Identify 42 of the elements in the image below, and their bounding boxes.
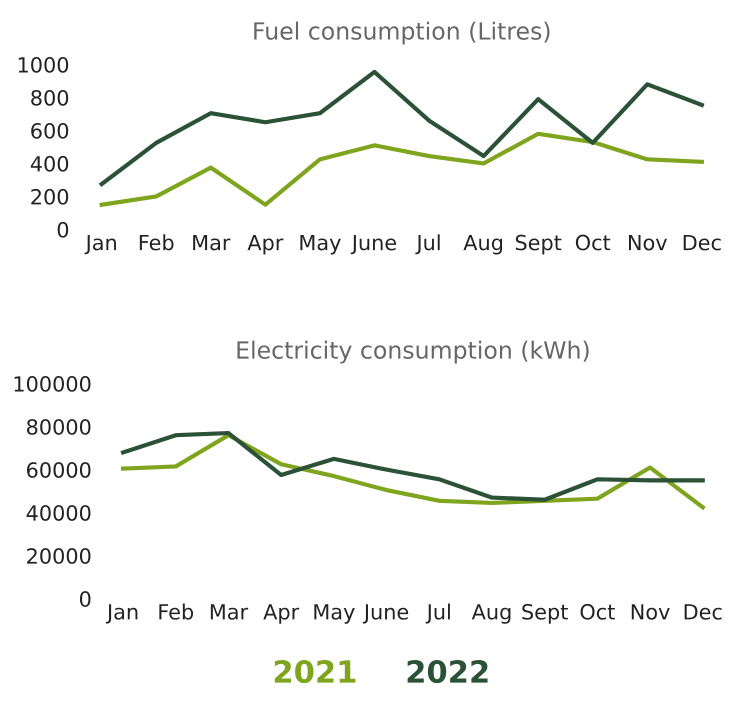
line-series (100, 132, 704, 207)
y-tick-label: 200 (31, 188, 68, 205)
x-tick-label: Feb (159, 604, 194, 620)
y-tick-label: 1000 (18, 56, 68, 73)
y-tick-label: 60000 (27, 462, 90, 478)
x-tick-label: Dec (684, 234, 721, 250)
x-tick-label: Aug (472, 604, 510, 624)
x-tick-label: Aug (463, 234, 502, 254)
x-tick-label: Mar (210, 604, 248, 620)
y-tick-label: 80000 (26, 419, 90, 435)
x-tick-label: Oct (576, 234, 610, 250)
x-tick-label: Feb (140, 234, 174, 250)
chart-title: Fuel consumption (Litres) (254, 22, 550, 44)
x-tick-label: June (350, 234, 396, 254)
line-series (100, 70, 704, 186)
x-tick-label: Nov (628, 234, 667, 250)
y-tick-label: 100000 (14, 376, 90, 392)
x-tick-label: Nov (632, 604, 670, 620)
y-tick-label: 400 (30, 156, 68, 172)
text: 2021 (274, 660, 356, 684)
x-tick-label: June (362, 604, 408, 624)
x-tick-label: Jul (426, 604, 450, 624)
x-tick-label: Jul (415, 234, 440, 254)
y-tick-label: 800 (31, 90, 68, 106)
x-tick-label: Oct (580, 604, 615, 620)
chart-title: Electricity consumption (kWh) (237, 340, 589, 364)
x-tick-label: Jan (84, 234, 116, 254)
y-tick-label: 0 (58, 222, 68, 238)
x-tick-label: Apr (248, 234, 284, 254)
x-tick-label: Apr (263, 604, 300, 624)
x-tick-label: Dec (684, 604, 722, 620)
x-tick-label: Jan (106, 604, 138, 624)
x-tick-label: May (300, 234, 341, 254)
x-tick-label: May (314, 604, 355, 624)
y-tick-label: 40000 (26, 505, 90, 521)
y-tick-label: 600 (31, 122, 68, 139)
y-tick-label: 20000 (27, 548, 90, 564)
x-tick-label: Sept (516, 234, 562, 254)
y-tick-label: 0 (80, 591, 90, 607)
x-tick-label: Mar (193, 234, 230, 250)
text: 2022 (408, 660, 488, 684)
x-tick-label: Sept (522, 604, 568, 624)
